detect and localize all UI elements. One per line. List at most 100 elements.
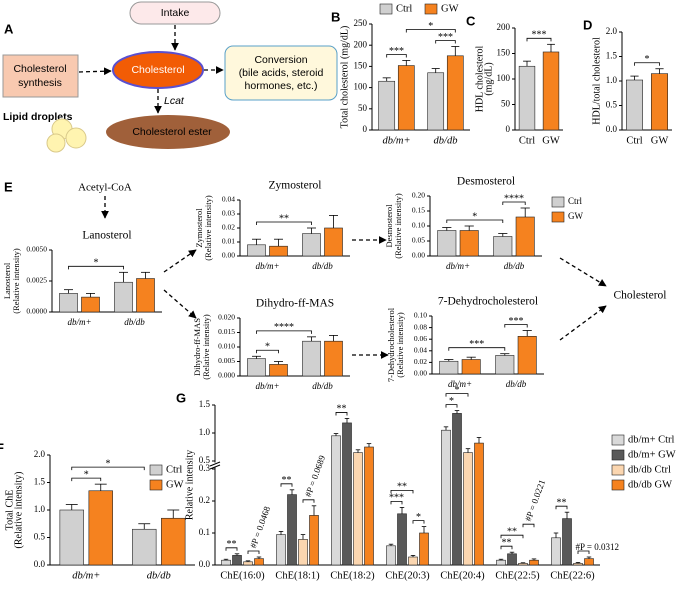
bar <box>324 227 343 257</box>
x-tick-label: db/db <box>504 261 525 271</box>
axis-break <box>210 462 220 468</box>
pathway-end: Cholesterol <box>613 290 666 302</box>
significance-label: ** <box>502 537 512 548</box>
bar <box>324 340 343 377</box>
panel-label: C <box>466 13 476 28</box>
panel-label: D <box>583 17 592 32</box>
bar <box>446 55 464 131</box>
y-tick-label: 0.0 <box>606 124 618 134</box>
significance-label: * <box>449 396 454 407</box>
y-tick-label: 0.5 <box>606 100 618 110</box>
significance-bracket <box>405 29 456 33</box>
significance-bracket <box>256 349 279 354</box>
panel-label: E <box>4 179 13 194</box>
node-label: hormones, etc.) <box>245 80 318 92</box>
legend-label: GW <box>441 3 459 14</box>
bar <box>542 51 560 131</box>
significance-label: ** <box>279 213 289 224</box>
panel-label: G <box>176 390 186 405</box>
y-tick-label: 0.000 <box>218 371 235 380</box>
bar <box>269 364 288 377</box>
significance-bracket <box>386 54 407 58</box>
legend-swatch <box>424 3 438 15</box>
y-tick-label: 100 <box>354 82 368 92</box>
node <box>129 1 221 25</box>
y-tick-label: 50 <box>501 99 511 109</box>
bar <box>378 80 396 131</box>
y-tick-label: 150 <box>354 60 368 70</box>
node <box>2 54 79 98</box>
bar <box>287 494 297 566</box>
legend-swatch <box>149 479 163 491</box>
y-axis-label: Total ChE <box>4 490 15 531</box>
significance-label: * <box>428 21 433 32</box>
y-tick-label: 0.5 <box>199 455 211 465</box>
bar <box>247 244 266 257</box>
y-tick-label: 0.3 <box>199 463 211 473</box>
bar <box>584 558 594 566</box>
droplet <box>65 127 87 149</box>
significance-label: ** <box>397 482 407 493</box>
y-tick-label: 0.00 <box>412 251 425 260</box>
bar <box>386 545 396 566</box>
axis-break <box>209 464 221 470</box>
bar <box>397 513 407 566</box>
significance-label: *** <box>469 339 484 350</box>
x-tick-label: db/m+ <box>67 317 91 327</box>
enzyme-label: Lcat <box>164 95 185 107</box>
significance-label: ** <box>227 539 237 550</box>
significance-label: *** <box>438 32 453 43</box>
bar <box>353 452 363 566</box>
bar <box>515 216 535 257</box>
significance-label: * <box>84 469 89 480</box>
bar <box>254 558 264 566</box>
bar <box>221 559 231 566</box>
significance-label: #P = 0.0689 <box>303 453 327 498</box>
y-axis-label: (Relative intensity) <box>11 248 21 314</box>
chart-title: Desmosterol <box>457 176 515 188</box>
significance-label: * <box>265 342 270 353</box>
bar <box>452 413 462 566</box>
y-tick-label: 2.0 <box>606 26 618 36</box>
x-tick-label: ChE(20:4) <box>440 570 485 581</box>
legend-swatch <box>379 3 393 15</box>
y-tick-label: 0.02 <box>222 223 235 232</box>
significance-bracket <box>555 505 568 510</box>
x-tick-label: ChE(18:1) <box>275 570 320 581</box>
droplets-label: Lipid droplets <box>3 111 73 123</box>
x-tick-label: db/m+ <box>72 570 100 581</box>
significance-bracket <box>448 347 506 351</box>
chart-title: Zymosterol <box>268 180 321 192</box>
y-tick-label: 0.20 <box>412 191 425 200</box>
bar <box>507 553 517 566</box>
y-tick-label: 1.0 <box>199 427 211 437</box>
bar <box>136 278 155 313</box>
x-tick-label: db/db <box>312 261 333 271</box>
x-tick-label: db/m+ <box>255 381 279 391</box>
bar <box>474 442 484 566</box>
arrow <box>559 257 607 287</box>
bar <box>408 556 418 566</box>
legend-swatch <box>551 211 565 223</box>
y-axis-label: Zymosterol <box>194 208 204 248</box>
arrow <box>559 305 607 341</box>
bar <box>518 563 528 566</box>
panel-label: F <box>0 440 4 455</box>
significance-bracket <box>256 221 312 225</box>
x-tick-label: db/m+ <box>448 379 472 389</box>
bar <box>302 340 321 377</box>
significance-label: ** <box>557 497 567 508</box>
y-tick-label: 0.03 <box>222 209 235 218</box>
panel-label: A <box>4 21 14 36</box>
y-axis-label: (Relative intensity) <box>203 195 213 261</box>
bar <box>247 358 266 377</box>
bar <box>427 72 445 131</box>
bar <box>114 281 133 313</box>
x-tick-label: GW <box>542 135 560 146</box>
y-tick-label: 0.10 <box>414 311 427 320</box>
y-axis-label: (Relative intensity) <box>393 193 403 259</box>
pathway-start: Acetyl-CoA <box>78 182 132 194</box>
x-tick-label: db/m+ <box>382 135 410 146</box>
y-tick-label: 1.0 <box>606 75 618 85</box>
